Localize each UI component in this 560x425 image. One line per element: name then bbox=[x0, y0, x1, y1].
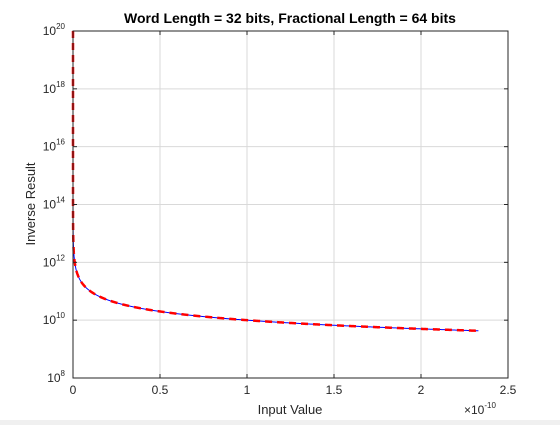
y-tick-label: 1012 bbox=[43, 253, 66, 269]
series-layer bbox=[71, 31, 479, 333]
y-tick-label: 1018 bbox=[43, 80, 66, 96]
y-tick-label: 108 bbox=[47, 369, 65, 385]
grid bbox=[72, 30, 509, 379]
y-tick-sup: 16 bbox=[56, 138, 65, 147]
y-tick-sup: 14 bbox=[56, 196, 65, 205]
x-exponent-multiplier: ×10-10 bbox=[464, 401, 496, 417]
chart-title: Word Length = 32 bits, Fractional Length… bbox=[124, 10, 456, 26]
x-exponent-base: ×10 bbox=[464, 403, 485, 417]
y-tick-sup: 20 bbox=[56, 22, 65, 31]
x-exponent-sup: -10 bbox=[484, 401, 496, 410]
y-tick-base: 10 bbox=[43, 24, 57, 38]
y-tick-base: 10 bbox=[43, 82, 57, 96]
x-tick-label: 0 bbox=[70, 383, 77, 397]
y-tick-label: 1016 bbox=[43, 138, 66, 154]
y-tick-base: 10 bbox=[43, 198, 57, 212]
x-tick-label: 1.5 bbox=[326, 383, 343, 397]
series-line-1 bbox=[71, 31, 479, 333]
y-tick-base: 10 bbox=[47, 371, 61, 385]
x-axis-label: Input Value bbox=[258, 402, 323, 417]
x-tick-label: 2 bbox=[418, 383, 425, 397]
y-tick-label: 1010 bbox=[43, 311, 66, 327]
y-tick-label: 1020 bbox=[43, 22, 66, 38]
y-tick-sup: 8 bbox=[61, 369, 66, 378]
y-tick-label: 1014 bbox=[43, 196, 66, 212]
x-tick-label: 0.5 bbox=[152, 383, 169, 397]
y-tick-base: 10 bbox=[43, 313, 57, 327]
y-tick-sup: 18 bbox=[56, 80, 65, 89]
y-tick-base: 10 bbox=[43, 255, 57, 269]
y-axis-label: Inverse Result bbox=[23, 162, 38, 245]
y-tick-base: 10 bbox=[43, 140, 57, 154]
y-tick-sup: 12 bbox=[56, 253, 65, 262]
x-tick-label: 1 bbox=[244, 383, 251, 397]
x-tick-label: 2.5 bbox=[500, 383, 517, 397]
y-tick-sup: 10 bbox=[56, 311, 65, 320]
